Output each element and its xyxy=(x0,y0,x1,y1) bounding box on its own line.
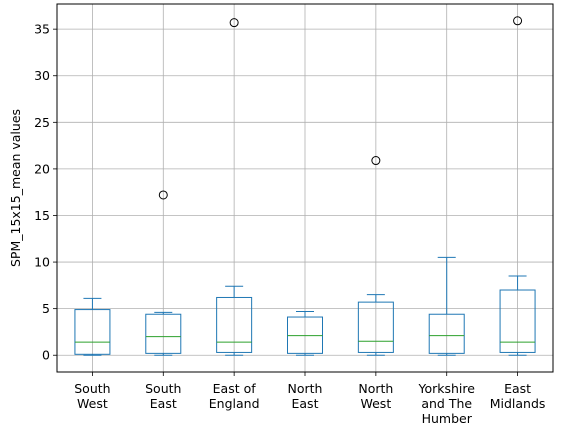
x-tick-label: North xyxy=(288,381,323,396)
x-tick-label: West xyxy=(360,396,391,411)
x-tick-label: Humber xyxy=(422,411,473,426)
x-tick-label: East xyxy=(150,396,177,411)
x-tick-label: North xyxy=(358,381,393,396)
x-tick-label: Yorkshire xyxy=(417,381,475,396)
x-tick-label: West xyxy=(77,396,108,411)
x-tick-label: England xyxy=(209,396,260,411)
y-tick-label: 5 xyxy=(42,301,50,316)
y-tick-label: 30 xyxy=(34,68,50,83)
y-tick-label: 10 xyxy=(34,255,50,270)
x-tick-label: and The xyxy=(421,396,472,411)
x-tick-label: East of xyxy=(213,381,257,396)
y-axis: 0 5 10 15 20 25 30 35 xyxy=(34,22,57,363)
y-tick-label: 20 xyxy=(34,161,50,176)
x-tick-label: East xyxy=(292,396,319,411)
y-tick-label: 25 xyxy=(34,115,50,130)
x-tick-label: South xyxy=(145,381,181,396)
x-tick-label: Midlands xyxy=(490,396,546,411)
y-tick-label: 15 xyxy=(34,208,50,223)
y-axis-label: SPM_15x15_mean values xyxy=(8,109,23,267)
y-tick-label: 35 xyxy=(34,22,50,37)
x-tick-label: South xyxy=(74,381,110,396)
x-tick-label: East xyxy=(504,381,531,396)
y-tick-label: 0 xyxy=(42,348,50,363)
